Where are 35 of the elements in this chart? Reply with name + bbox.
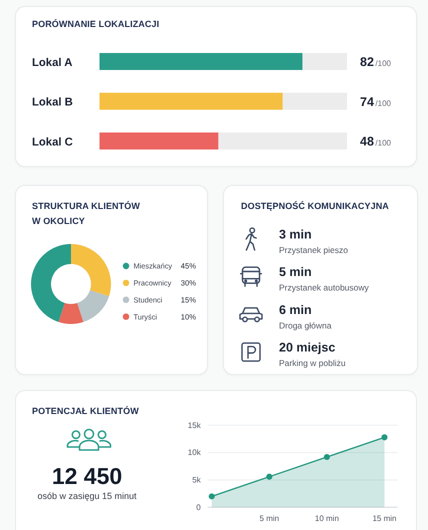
text: POTENCJAŁ KLIENTÓW xyxy=(32,404,140,418)
text: Droga główna xyxy=(279,320,332,330)
text: 3 min xyxy=(279,228,312,242)
donut-slice xyxy=(71,244,111,296)
text: Przystanek autobusowy xyxy=(279,282,370,293)
text: osób w zasięgu 15 minut xyxy=(37,491,138,501)
text: Parking w pobliżu xyxy=(279,358,346,368)
y-tick-label: 15k xyxy=(188,420,202,430)
donut-slice xyxy=(31,244,71,322)
text: 6 min xyxy=(279,302,312,317)
data-label: 82/100 xyxy=(360,55,392,69)
text: 20 miejsc xyxy=(279,340,336,355)
data-label: 48/100 xyxy=(360,134,392,148)
data-label: 74/100 xyxy=(360,94,392,109)
y-tick-label: 5k xyxy=(192,476,202,485)
y-tick-label: Lokal C xyxy=(32,136,73,148)
y-tick-label: Lokal A xyxy=(32,56,72,69)
text: DOSTĘPNOŚĆ KOMUNIKACYJNA xyxy=(241,200,390,213)
text: Przystanek pieszo xyxy=(279,245,348,255)
point xyxy=(324,454,330,460)
x-tick-label: 10 min xyxy=(314,514,339,523)
x-tick-label: 15 min xyxy=(372,514,396,523)
chart-title: PORÓWNANIE LOKALIZACJI xyxy=(32,18,160,31)
y-tick-label: Lokal B xyxy=(32,96,73,109)
point xyxy=(208,493,215,500)
x-tick-label: 5 min xyxy=(260,514,280,523)
chart-title: STRUKTURA KLIENTÓW W OKOLICY xyxy=(32,200,141,228)
donut-slice xyxy=(58,303,84,324)
donut-slice xyxy=(77,290,110,322)
y-tick-label: 0 xyxy=(196,502,202,512)
y-tick-label: 10k xyxy=(188,448,202,458)
point xyxy=(266,474,272,480)
text: 12 450 xyxy=(52,463,122,489)
text: 5 min xyxy=(279,265,312,280)
point xyxy=(381,434,388,440)
